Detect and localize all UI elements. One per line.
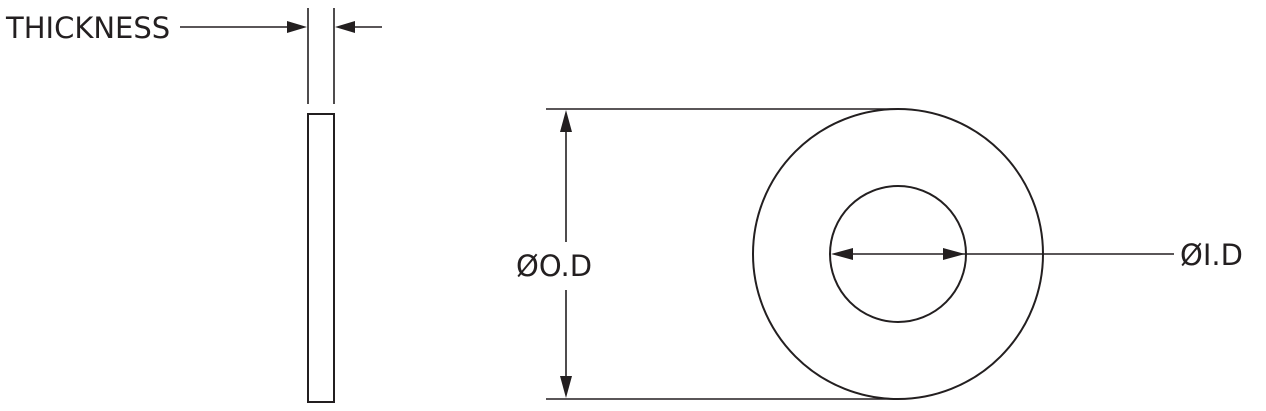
thickness-arrow-right <box>335 21 355 33</box>
id-label: ØI.D <box>1180 238 1243 272</box>
thickness-label: THICKNESS <box>5 11 170 45</box>
od-label: ØO.D <box>516 249 592 283</box>
front-view: ØO.D ØI.D <box>516 108 1243 400</box>
id-arrow-left <box>831 248 853 260</box>
side-view: THICKNESS <box>5 8 382 403</box>
thickness-arrow-left <box>287 21 307 33</box>
od-arrow-top <box>560 110 572 132</box>
id-arrow-right <box>943 248 965 260</box>
washer-side-profile <box>307 113 335 403</box>
od-arrow-bottom <box>560 376 572 398</box>
